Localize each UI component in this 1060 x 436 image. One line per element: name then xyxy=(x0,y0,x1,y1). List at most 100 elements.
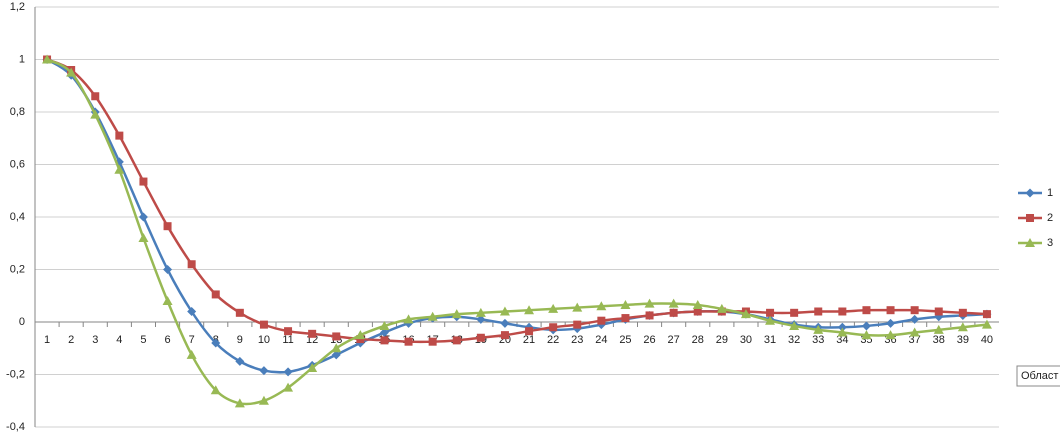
x-tick-label: 34 xyxy=(836,334,848,346)
marker xyxy=(765,315,776,325)
x-tick-label: 31 xyxy=(764,334,776,346)
marker xyxy=(379,320,390,330)
marker xyxy=(499,306,510,316)
marker xyxy=(644,298,655,308)
marker xyxy=(331,343,342,353)
marker xyxy=(837,322,847,332)
marker xyxy=(789,320,800,330)
series-line xyxy=(46,58,988,406)
marker xyxy=(235,308,244,317)
x-tick-label: 37 xyxy=(909,334,921,346)
tooltip: Област xyxy=(1021,370,1058,382)
marker xyxy=(549,323,558,332)
marker xyxy=(837,327,848,337)
y-tick-label: 0,8 xyxy=(10,106,25,118)
y-tick-label: -0,4 xyxy=(6,421,25,433)
marker xyxy=(139,177,148,186)
x-tick-label: 26 xyxy=(643,334,655,346)
marker xyxy=(693,307,702,316)
marker xyxy=(355,330,366,340)
tooltip-box xyxy=(1016,365,1060,387)
marker xyxy=(981,319,992,329)
marker xyxy=(163,265,173,274)
x-tick-label: 40 xyxy=(981,334,993,346)
x-tick-label: 32 xyxy=(788,334,800,346)
x-tick-label: 23 xyxy=(571,334,583,346)
x-tick-label: 39 xyxy=(957,334,969,346)
marker xyxy=(331,350,341,360)
marker xyxy=(669,308,678,317)
marker xyxy=(380,336,389,345)
legend-label: 1 xyxy=(1047,187,1053,199)
marker xyxy=(692,299,703,309)
marker xyxy=(451,309,462,319)
marker xyxy=(258,395,269,405)
marker xyxy=(525,327,534,336)
marker xyxy=(162,296,173,305)
x-tick-label: 5 xyxy=(140,334,146,346)
x-tick-label: 29 xyxy=(716,334,728,346)
marker xyxy=(597,316,606,325)
marker xyxy=(982,310,991,319)
marker xyxy=(885,330,896,340)
marker xyxy=(958,308,967,317)
marker xyxy=(500,318,510,328)
x-tick-label: 10 xyxy=(258,334,270,346)
x-tick-label: 2 xyxy=(68,334,74,346)
marker xyxy=(259,320,268,329)
marker xyxy=(90,109,101,119)
marker xyxy=(476,333,485,342)
marker xyxy=(524,305,535,315)
marker xyxy=(861,330,872,340)
marker xyxy=(861,321,871,331)
y-tick-label: 1,2 xyxy=(10,1,25,13)
marker xyxy=(284,327,293,336)
x-tick-label: 30 xyxy=(740,334,752,346)
marker xyxy=(548,303,559,313)
series-line xyxy=(46,58,988,374)
marker xyxy=(452,336,461,345)
marker xyxy=(620,299,631,309)
marker xyxy=(573,320,582,329)
x-tick-label: 3 xyxy=(92,334,98,346)
x-tick-label: 38 xyxy=(933,334,945,346)
marker xyxy=(379,328,389,337)
x-tick-label: 25 xyxy=(619,334,631,346)
marker xyxy=(163,222,172,231)
marker xyxy=(1026,214,1034,222)
marker xyxy=(886,306,895,315)
marker xyxy=(234,398,245,408)
marker xyxy=(668,298,679,308)
marker xyxy=(259,366,269,376)
marker xyxy=(1025,238,1035,247)
marker xyxy=(210,385,221,395)
x-tick-label: 22 xyxy=(547,334,559,346)
marker xyxy=(813,324,824,334)
marker xyxy=(621,314,630,323)
x-tick-label: 4 xyxy=(116,334,122,346)
x-tick-label: 1 xyxy=(44,334,50,346)
y-tick-label: 0,4 xyxy=(10,211,25,223)
legend-label: 3 xyxy=(1047,237,1053,249)
marker xyxy=(476,314,486,324)
x-tick-label: 21 xyxy=(523,334,535,346)
marker xyxy=(114,164,125,174)
marker xyxy=(909,327,920,337)
marker xyxy=(862,306,871,315)
marker xyxy=(66,67,77,77)
marker xyxy=(138,212,148,222)
y-tick-label: -0,2 xyxy=(6,368,25,380)
marker xyxy=(934,307,943,316)
marker xyxy=(283,367,293,377)
marker xyxy=(838,307,847,316)
x-tick-label: 9 xyxy=(237,334,243,346)
marker xyxy=(403,314,414,324)
x-tick-label: 33 xyxy=(812,334,824,346)
marker xyxy=(428,337,437,346)
marker xyxy=(716,303,727,313)
marker xyxy=(814,307,823,316)
x-tick-label: 6 xyxy=(164,334,170,346)
marker xyxy=(404,337,413,346)
marker xyxy=(138,233,149,242)
